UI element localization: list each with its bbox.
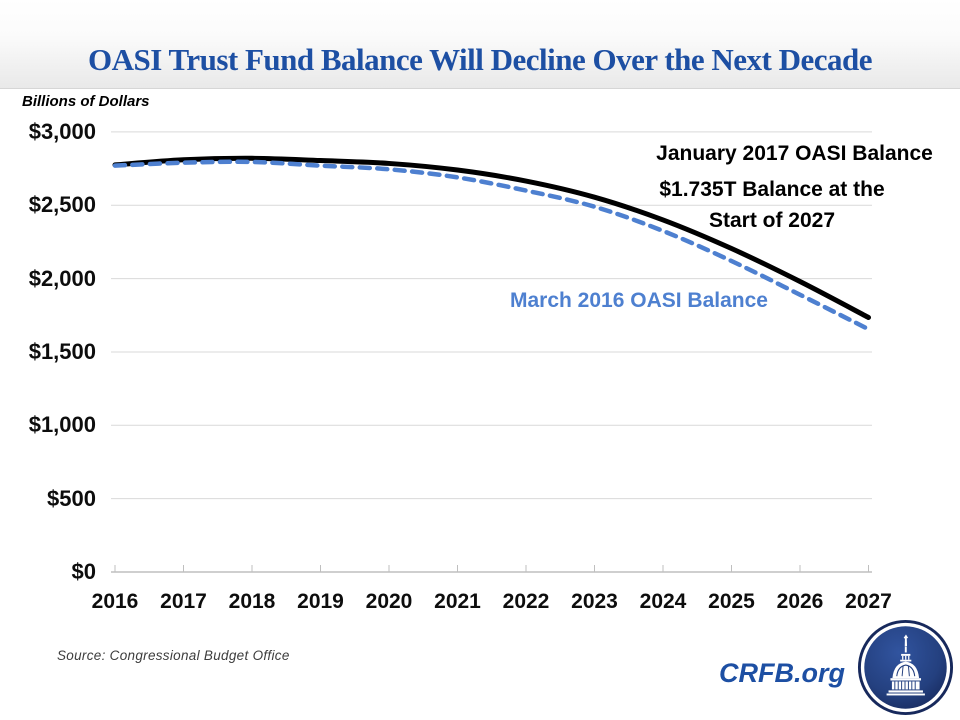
header-band: OASI Trust Fund Balance Will Decline Ove… <box>0 0 960 89</box>
crfb-url-label: CRFB.org <box>719 657 845 688</box>
annotation-2027-balance-note: $1.735T Balance at the Start of 2027 <box>659 178 885 232</box>
x-axis-tick-label: 2022 <box>502 590 550 613</box>
series-line-january-2017 <box>112 155 871 320</box>
x-axis-tick-label: 2025 <box>708 590 755 613</box>
y-axis-tick-label: $1,000 <box>28 412 96 438</box>
x-axis-tick-label: 2017 <box>160 590 207 613</box>
y-axis-units-label: Billions of Dollars <box>22 93 150 110</box>
y-axis-tick-label: $2,500 <box>28 192 96 218</box>
source-note: Source: Congressional Budget Office <box>57 648 290 663</box>
capitol-dome-logo-icon <box>857 619 954 715</box>
y-axis-tick-label: $0 <box>71 559 96 584</box>
x-axis-tick-label: 2027 <box>845 590 892 613</box>
x-axis-tick-label: 2026 <box>776 590 824 613</box>
y-axis-tick-label: $500 <box>47 485 96 511</box>
x-axis-tick-label: 2020 <box>365 590 413 613</box>
chart-title: OASI Trust Fund Balance Will Decline Ove… <box>87 42 873 77</box>
x-axis-tick-label: 2016 <box>91 590 139 613</box>
y-axis-tick-label: $3,000 <box>28 118 96 144</box>
y-axis-tick-label: $2,000 <box>28 265 96 291</box>
annotation-march-2016-series-label: March 2016 OASI Balance <box>510 289 768 312</box>
y-axis-tick-label: $1,500 <box>28 338 96 364</box>
x-axis-tick-label: 2021 <box>434 590 481 613</box>
series-line-march-2016 <box>112 159 871 332</box>
x-axis-tick-label: 2019 <box>297 590 344 613</box>
x-axis-tick-label: 2023 <box>571 590 618 613</box>
x-axis-tick-label: 2024 <box>639 590 687 613</box>
x-axis-tick-label: 2018 <box>228 590 276 613</box>
annotation-january-2017-series-label: January 2017 OASI Balance <box>656 142 933 165</box>
brand-block: CRFB.org <box>719 618 954 716</box>
